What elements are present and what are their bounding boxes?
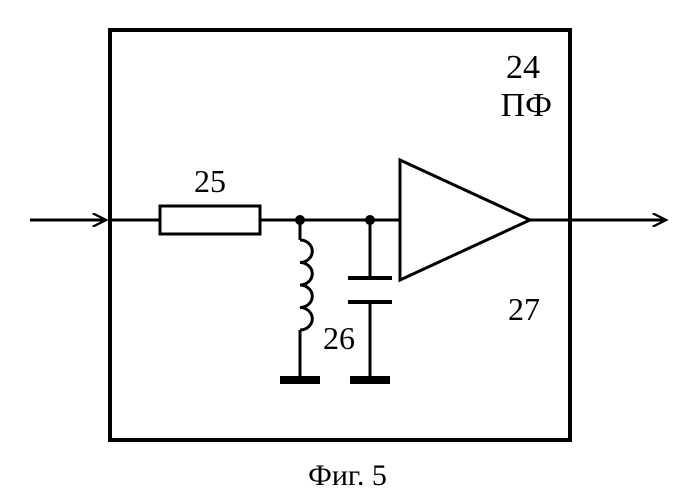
inductor	[300, 240, 312, 330]
resistor	[160, 206, 260, 234]
amplifier	[400, 160, 530, 280]
block-label-text: ПФ	[501, 87, 552, 124]
block-label-number: 24	[506, 49, 540, 86]
resistor-label: 25	[194, 163, 226, 199]
figure-caption: Фиг. 5	[308, 459, 387, 492]
lc-label: 26	[323, 320, 355, 356]
amplifier-label: 27	[508, 291, 540, 327]
